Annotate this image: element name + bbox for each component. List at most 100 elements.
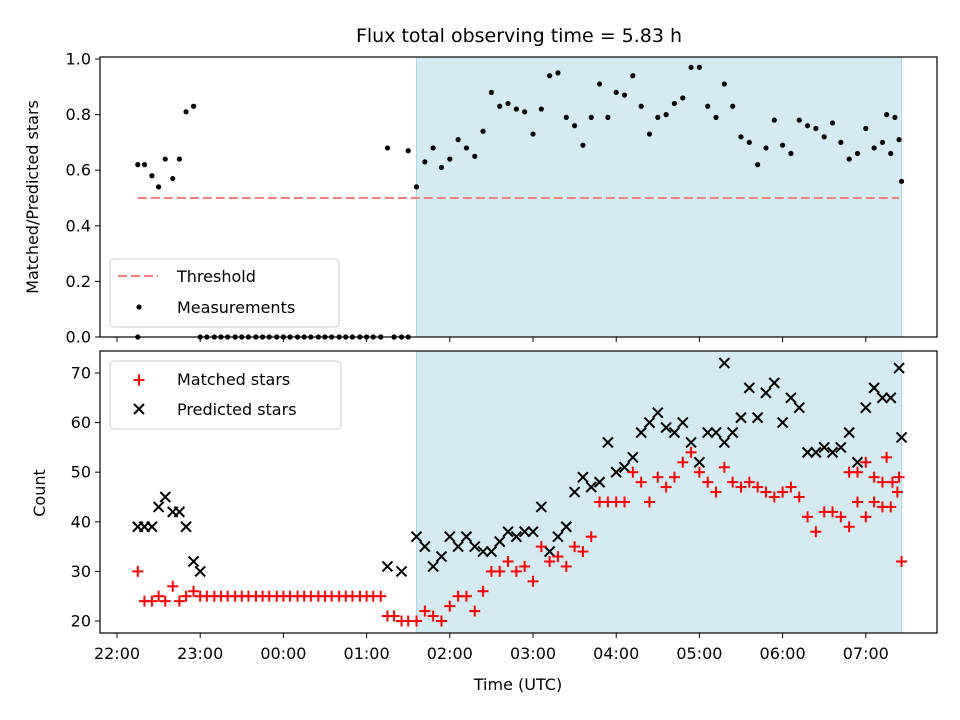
- x-tick-label: 07:00: [843, 644, 889, 663]
- measurement-point: [863, 125, 869, 132]
- measurement-point: [696, 64, 703, 70]
- panel-count: 20 30 40 50 60 70 22:00 23:00 00:00 01:00 02:00 03…: [30, 350, 938, 694]
- predicted-point: [793, 402, 805, 414]
- measurement-point: [438, 164, 445, 171]
- predicted-point: [895, 431, 908, 444]
- x-tick-label: 00:00: [260, 644, 306, 663]
- matched-point: [146, 595, 158, 607]
- predicted-point: [469, 540, 481, 553]
- matched-point: [860, 511, 872, 523]
- predicted-point: [677, 416, 689, 429]
- predicted-point: [835, 441, 847, 454]
- measurement-point: [463, 145, 470, 151]
- matched-point: [585, 531, 597, 543]
- y-tick-label: 40: [71, 512, 91, 531]
- measurement-point: [455, 137, 461, 143]
- matched-point: [693, 466, 705, 478]
- predicted-point: [410, 530, 423, 543]
- predicted-point: [618, 461, 631, 473]
- measurement-point: [480, 128, 486, 134]
- matched-point: [702, 476, 714, 488]
- measurement-point: [405, 148, 411, 154]
- legend-plus-glyph: [133, 374, 145, 386]
- matched-point: [768, 491, 780, 503]
- y-tick-label: 0.4: [66, 216, 91, 235]
- matched-point: [710, 486, 722, 498]
- measurement-point: [630, 73, 636, 79]
- matched-point: [668, 471, 680, 483]
- matched-point: [876, 476, 888, 488]
- measurement-point: [505, 100, 511, 107]
- predicted-point: [652, 406, 664, 419]
- matched-point: [752, 481, 764, 493]
- panel-ratio: 0.0 0.2 0.4 0.6 0.8 1.0 Matched/Predicted sta…: [23, 50, 938, 347]
- measurement-point: [176, 156, 182, 162]
- x-axis-label: Time (UTC): [473, 675, 562, 694]
- predicted-point: [810, 446, 822, 459]
- predicted-point: [876, 392, 889, 404]
- predicted-point: [543, 545, 556, 558]
- predicted-point: [785, 392, 797, 404]
- predicted-point: [702, 426, 714, 439]
- predicted-point: [494, 535, 506, 548]
- predicted-point: [568, 486, 581, 498]
- predicted-point: [593, 476, 606, 488]
- matched-point: [167, 580, 179, 592]
- legend-threshold-label: Threshold: [176, 267, 256, 286]
- measurement-point: [780, 142, 786, 148]
- predicted-points: [132, 357, 908, 578]
- measurement-point: [892, 114, 898, 120]
- predicted-point: [518, 526, 531, 538]
- y-axis-ticks-top: 0.0 0.2 0.4 0.6 0.8 1.0: [66, 50, 100, 347]
- measurement-points: [135, 64, 905, 340]
- predicted-point: [768, 377, 780, 389]
- predicted-point: [735, 411, 747, 424]
- predicted-point: [502, 526, 514, 538]
- predicted-point: [635, 426, 647, 439]
- matched-point: [868, 496, 880, 508]
- matched-point: [743, 476, 755, 488]
- measurement-point: [846, 156, 852, 162]
- matched-point: [893, 471, 905, 483]
- predicted-point: [893, 362, 905, 374]
- predicted-point: [194, 565, 206, 578]
- measurement-point: [829, 120, 836, 126]
- matched-point: [760, 486, 772, 498]
- matched-point: [891, 486, 903, 498]
- x-tick-label: 03:00: [510, 644, 556, 663]
- matched-point: [881, 451, 893, 463]
- predicted-point: [818, 441, 830, 454]
- measurement-point: [721, 81, 727, 87]
- matched-point: [793, 491, 805, 503]
- measurement-point: [430, 145, 436, 151]
- predicted-point: [173, 506, 186, 518]
- matched-point: [802, 511, 814, 523]
- measurement-point: [170, 175, 176, 182]
- x-axis-ticks-top: [116, 337, 867, 342]
- matched-point: [527, 575, 539, 587]
- measurement-point: [135, 162, 141, 168]
- matched-point: [635, 476, 647, 488]
- predicted-point: [419, 540, 431, 553]
- predicted-point: [710, 426, 722, 439]
- predicted-point: [477, 545, 489, 558]
- legend-predicted-label: Predicted stars: [177, 400, 297, 419]
- matched-point: [843, 521, 855, 533]
- measurement-point: [422, 159, 428, 165]
- measurement-point: [547, 73, 553, 79]
- predicted-point: [585, 481, 597, 493]
- legend-predicted-swatch: [133, 403, 145, 415]
- measurement-point: [813, 125, 819, 132]
- predicted-point: [627, 451, 639, 464]
- matched-point: [660, 481, 672, 493]
- plot-frame-top: [99, 56, 938, 338]
- matched-point: [469, 605, 481, 617]
- measurement-point: [663, 112, 669, 118]
- measurement-point: [149, 173, 155, 179]
- measurement-point: [555, 70, 561, 76]
- measurement-point: [796, 117, 802, 123]
- matched-point: [851, 466, 863, 478]
- plot-frame-bottom: [99, 350, 938, 634]
- measurement-point: [156, 184, 162, 190]
- measurement-point: [530, 131, 536, 137]
